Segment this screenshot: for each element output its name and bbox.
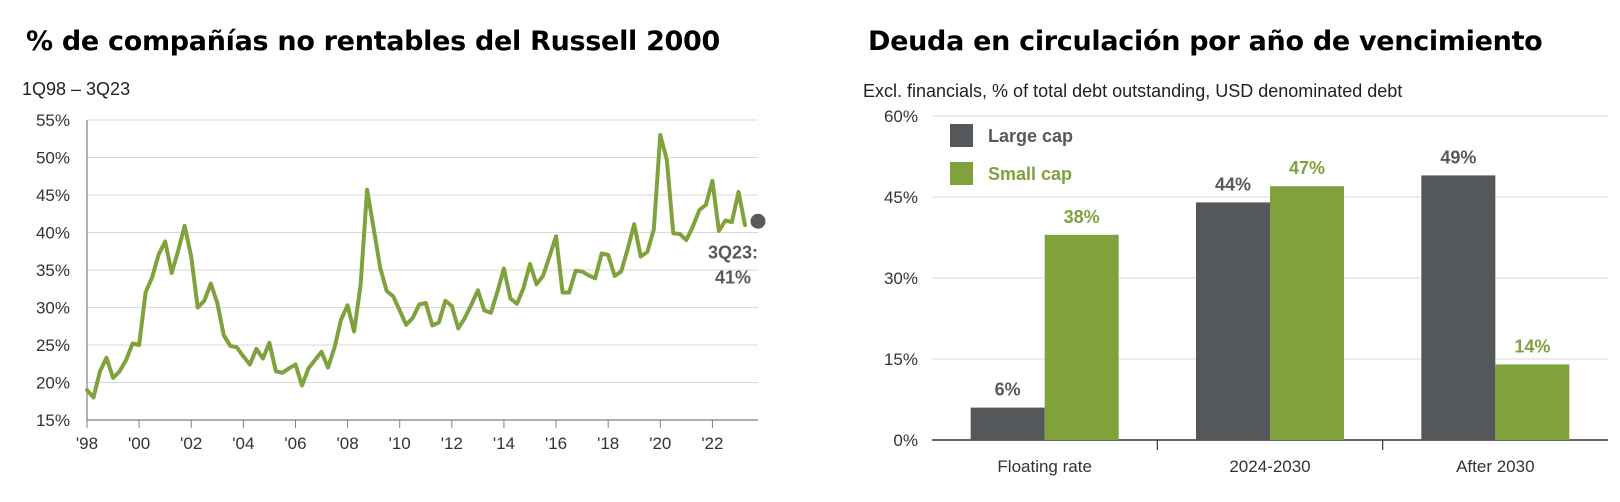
- x-tick-label: '98: [76, 434, 98, 453]
- y-tick-label: 45%: [36, 186, 70, 205]
- bar-data-label: 38%: [1064, 207, 1100, 227]
- left-chart-subtitle: 1Q98 – 3Q23: [22, 79, 131, 99]
- x-tick-label: '16: [545, 434, 567, 453]
- right-chart-subtitle: Excl. financials, % of total debt outsta…: [863, 81, 1403, 101]
- legend-label: Small cap: [988, 164, 1072, 184]
- x-tick-label: '06: [284, 434, 306, 453]
- y-tick-label: 0%: [893, 431, 918, 450]
- bar-large-cap: [1421, 175, 1496, 440]
- x-tick-label: '02: [180, 434, 202, 453]
- line-chart: 55% 50% 45% 40% 35% 30% 25% 20% 15% '98 '00 '02 '04 '…: [36, 111, 766, 453]
- bar-small-cap: [1044, 234, 1119, 440]
- x-tick-label: '22: [701, 434, 723, 453]
- x-category-label: 2024-2030: [1229, 457, 1310, 476]
- bar-data-label: 49%: [1440, 147, 1476, 167]
- legend-swatch: [950, 162, 973, 185]
- right-chart-title: Deuda en circulación por año de vencimie…: [868, 26, 1543, 57]
- y-tick-label: 35%: [36, 261, 70, 280]
- x-tick-label: '12: [441, 434, 463, 453]
- y-tick-label: 45%: [884, 188, 918, 207]
- line-series-unprofitable: [85, 133, 747, 400]
- y-tick-label: 25%: [36, 336, 70, 355]
- y-tick-label: 40%: [36, 224, 70, 243]
- bar-large-cap: [1196, 202, 1270, 440]
- legend-swatch: [950, 124, 973, 147]
- bar-large-cap: [970, 407, 1045, 440]
- x-tick-label: '00: [128, 434, 150, 453]
- x-tick-label: '04: [232, 434, 254, 453]
- x-category-label: After 2030: [1456, 457, 1534, 476]
- y-tick-label: 20%: [36, 374, 70, 393]
- bar-small-cap: [1270, 186, 1344, 440]
- bar-data-label: 14%: [1514, 336, 1550, 356]
- left-chart-title: % de compañías no rentables del Russell …: [26, 26, 721, 57]
- x-tick-label: '14: [493, 434, 515, 453]
- y-tick-label: 30%: [884, 269, 918, 288]
- y-tick-label: 15%: [884, 350, 918, 369]
- x-tick-label: '20: [649, 434, 671, 453]
- bar-small-cap: [1495, 364, 1570, 440]
- y-tick-label: 60%: [884, 107, 918, 126]
- x-category-label: Floating rate: [997, 457, 1092, 476]
- x-tick-label: '18: [597, 434, 619, 453]
- x-tick-label: '10: [389, 434, 411, 453]
- bar-data-label: 6%: [995, 380, 1021, 400]
- bar-data-label: 44%: [1215, 174, 1251, 194]
- endpoint-marker: [750, 213, 766, 229]
- annotation-value: 41%: [715, 267, 751, 287]
- legend-label: Large cap: [988, 126, 1073, 146]
- y-tick-label: 15%: [36, 411, 70, 430]
- annotation-label: 3Q23:: [708, 242, 758, 262]
- y-tick-label: 30%: [36, 299, 70, 318]
- x-tick-label: '08: [337, 434, 359, 453]
- y-tick-label: 50%: [36, 149, 70, 168]
- bar-data-label: 47%: [1289, 158, 1325, 178]
- y-tick-label: 55%: [36, 111, 70, 130]
